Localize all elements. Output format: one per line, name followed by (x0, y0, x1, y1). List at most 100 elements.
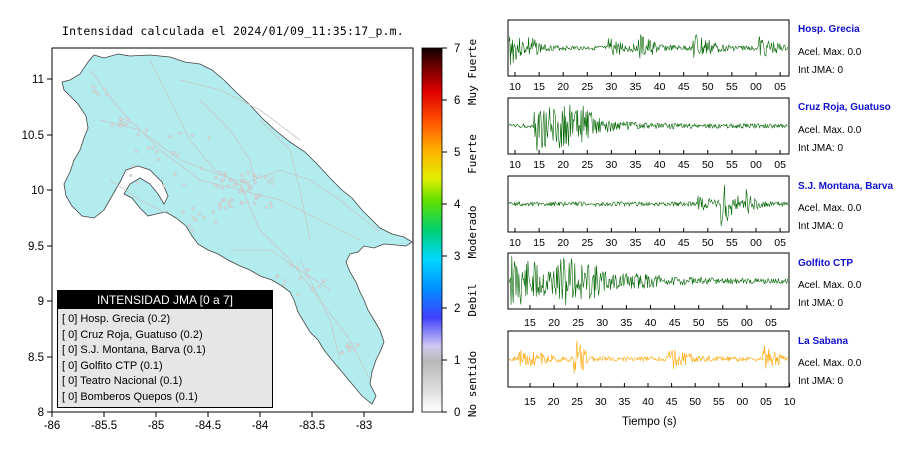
town-marker (181, 210, 185, 214)
seismogram-tick-label: 20 (557, 237, 569, 249)
town-marker (96, 92, 100, 96)
town-marker (255, 195, 259, 199)
station-int: Int JMA: 0 (798, 143, 844, 154)
seismogram-tick-label: 00 (750, 81, 762, 93)
town-marker (182, 182, 186, 186)
town-marker (126, 117, 130, 121)
town-marker (248, 187, 252, 191)
seismogram-tick-label: 25 (581, 81, 593, 93)
station-int: Int JMA: 0 (798, 65, 844, 76)
town-marker (91, 85, 95, 89)
town-marker (296, 293, 300, 297)
town-marker (136, 181, 140, 185)
costa-rica-land (61, 53, 413, 405)
town-marker (126, 120, 130, 124)
town-marker (229, 198, 233, 202)
town-marker (168, 134, 172, 139)
seismogram-tick-label: 10 (509, 81, 521, 93)
town-marker (134, 149, 138, 153)
seismogram-tick-label: 05 (774, 159, 786, 171)
seismogram-tick-label: 55 (717, 317, 729, 329)
map-x-tick-label: -83 (356, 420, 373, 432)
town-marker (220, 186, 224, 190)
town-marker (124, 123, 128, 127)
map-y-tick-label: 9.5 (28, 241, 44, 253)
town-marker (190, 228, 194, 232)
town-marker (275, 275, 279, 279)
town-marker (213, 183, 217, 187)
seismogram-frame (507, 252, 790, 310)
seismogram-tick-label: 20 (557, 159, 569, 171)
seismogram-tick-label: 50 (702, 81, 714, 93)
chart-title: Intensidad calculada el 2024/01/09_11:35… (62, 24, 404, 38)
town-marker (218, 171, 222, 175)
seismogram-tick-label: 50 (693, 317, 705, 329)
seismogram-tick-label: 40 (654, 81, 666, 93)
town-marker (121, 118, 125, 122)
town-marker (129, 173, 133, 177)
town-marker (321, 278, 325, 282)
town-marker (221, 178, 225, 182)
station-name: La Sabana (798, 336, 849, 347)
seismogram-panel: 15 20 25 30 35 40 45 50 55 00 05 (507, 252, 790, 329)
road-network (89, 59, 381, 381)
town-marker (131, 164, 135, 168)
map-y-tick-label: 8 (38, 407, 44, 419)
seismogram-tick-label: 10 (509, 237, 521, 249)
town-marker (340, 351, 345, 355)
station-int: Int JMA: 0 (798, 298, 844, 309)
town-marker (232, 183, 236, 187)
station-int: Int JMA: 0 (798, 221, 844, 232)
seismogram-tick-label: 20 (548, 317, 560, 329)
town-marker (223, 171, 227, 175)
intensity-colorbar (421, 47, 443, 413)
town-marker (119, 124, 123, 128)
seismogram-panel: 10 15 20 25 30 35 40 45 50 55 00 05 (507, 19, 790, 93)
town-marker (218, 206, 222, 210)
town-marker (229, 178, 233, 183)
station-int: Int JMA: 0 (798, 376, 844, 387)
seismogram-trace (508, 255, 788, 306)
colorbar-category-label: No sentido (466, 351, 479, 417)
town-marker (246, 182, 250, 186)
seismogram-tick-label: 35 (630, 237, 642, 249)
town-marker (246, 171, 250, 175)
seismogram-tick-label: 35 (621, 317, 633, 329)
town-marker (240, 173, 244, 177)
map-x-tick-label: -84.5 (195, 420, 221, 432)
town-marker (194, 218, 198, 222)
station-acel: Acel. Max. 0.0 (798, 280, 862, 291)
town-marker (349, 345, 353, 349)
town-marker (283, 279, 287, 283)
town-marker (245, 200, 249, 204)
town-marker (211, 210, 215, 214)
seismogram-trace (508, 184, 788, 226)
seismogram-tick-label: 55 (713, 396, 725, 408)
seismogram-tick-label: 55 (726, 159, 738, 171)
seismogram-tick-label: 30 (606, 81, 618, 93)
intensity-legend: INTENSIDAD JMA [0 a 7] [ 0] Hosp. Grecia… (57, 290, 273, 408)
seismogram-tick-label: 30 (606, 237, 618, 249)
map-y-tick-label: 10.5 (22, 130, 44, 142)
seismogram-tick-label: 20 (548, 396, 560, 408)
town-marker (289, 264, 293, 268)
town-marker (258, 175, 262, 179)
town-marker (110, 123, 114, 127)
seismogram-panel: 15 20 25 30 35 40 45 50 55 00 05 10 (507, 330, 796, 408)
seismogram-tick-label: 55 (726, 237, 738, 249)
seismogram-tick-label: 05 (765, 317, 777, 329)
town-marker (345, 345, 349, 349)
legend-item: [ 0] Teatro Nacional (0.1) (62, 375, 183, 388)
seismogram-tick-label: 15 (533, 81, 545, 93)
town-marker (202, 215, 206, 220)
seismogram-panel: 10 15 20 25 30 35 40 45 50 55 00 05 (507, 97, 790, 171)
seismogram-tick-label: 25 (572, 317, 584, 329)
map-x-tick-label: -85.5 (91, 420, 117, 432)
colorbar-tick-label: 7 (454, 43, 460, 55)
seismogram-tick-label: 10 (509, 159, 521, 171)
seismogram-tick-label: 50 (689, 396, 701, 408)
town-marker (144, 128, 149, 132)
colorbar-labels: No sentido Debil Moderado Fuerte Muy Fuerte (466, 39, 479, 417)
town-marker (197, 212, 201, 216)
